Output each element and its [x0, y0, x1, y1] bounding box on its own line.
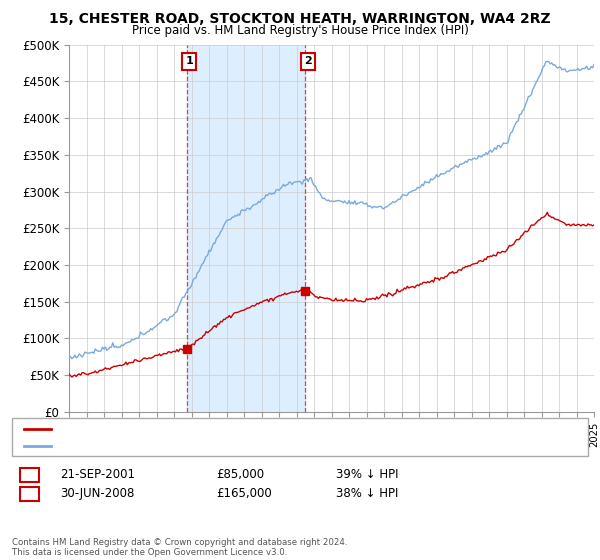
Text: Price paid vs. HM Land Registry's House Price Index (HPI): Price paid vs. HM Land Registry's House … [131, 24, 469, 37]
Text: 2: 2 [304, 57, 312, 66]
Text: 15, CHESTER ROAD, STOCKTON HEATH, WARRINGTON, WA4 2RZ (detached house): 15, CHESTER ROAD, STOCKTON HEATH, WARRIN… [57, 424, 476, 434]
Text: 38% ↓ HPI: 38% ↓ HPI [336, 487, 398, 501]
Text: HPI: Average price, detached house, Warrington: HPI: Average price, detached house, Warr… [57, 441, 299, 451]
Text: £85,000: £85,000 [216, 468, 264, 482]
Text: 39% ↓ HPI: 39% ↓ HPI [336, 468, 398, 482]
Text: 30-JUN-2008: 30-JUN-2008 [60, 487, 134, 501]
Text: 15, CHESTER ROAD, STOCKTON HEATH, WARRINGTON, WA4 2RZ: 15, CHESTER ROAD, STOCKTON HEATH, WARRIN… [49, 12, 551, 26]
Text: Contains HM Land Registry data © Crown copyright and database right 2024.
This d: Contains HM Land Registry data © Crown c… [12, 538, 347, 557]
Text: £165,000: £165,000 [216, 487, 272, 501]
Text: 1: 1 [26, 470, 33, 480]
Bar [187, 45, 305, 412]
Text: 1: 1 [185, 57, 193, 66]
Text: 2: 2 [26, 489, 33, 499]
Text: 21-SEP-2001: 21-SEP-2001 [60, 468, 135, 482]
